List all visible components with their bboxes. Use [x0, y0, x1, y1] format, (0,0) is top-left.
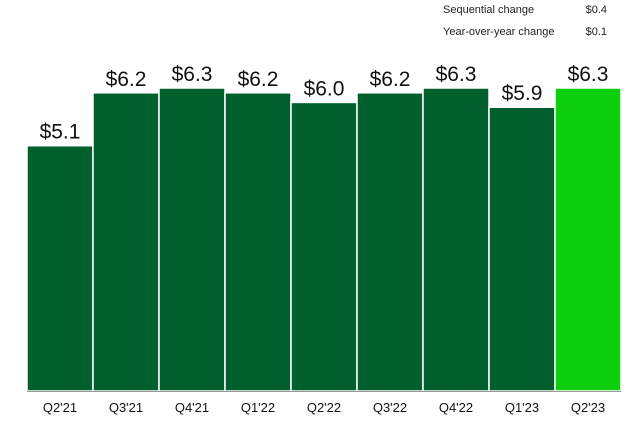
bar-value-label: $6.2 — [106, 68, 147, 91]
bar-value-label: $5.1 — [40, 121, 81, 144]
bar-Q2'21 — [26, 144, 94, 392]
x-tick-label: Q4'22 — [439, 400, 473, 415]
bar-value-label: $5.9 — [502, 82, 543, 105]
bar-Q1'23 — [488, 106, 556, 392]
bars-group — [26, 87, 622, 392]
bar-value-label: $6.3 — [436, 63, 477, 86]
bar-Q3'21 — [92, 92, 160, 392]
bar-value-label: $6.3 — [172, 63, 213, 86]
x-tick-label: Q3'21 — [109, 400, 143, 415]
bar-Q3'22 — [356, 92, 424, 392]
bar-value-label: $6.2 — [238, 68, 279, 91]
bar-Q4'21 — [158, 87, 226, 392]
value-labels-group: $5.1 $6.2 $6.3 $6.2 $6.0 $6.2 $6.3 $5.9 $6.3 — [40, 63, 609, 144]
bar-value-label: $6.0 — [304, 77, 345, 100]
x-tick-label: Q2'23 — [571, 400, 605, 415]
bar-value-label: $6.2 — [370, 68, 411, 91]
change-summary: Sequential change $0.4 Year-over-year ch… — [443, 4, 607, 38]
x-tick-labels-group: Q2'21 Q3'21 Q4'21 Q1'22 Q2'22 Q3'22 Q4'22 Q1'23… — [43, 400, 605, 415]
yoy-change-label: Year-over-year change — [443, 26, 555, 38]
x-tick-label: Q1'22 — [241, 400, 275, 415]
bar-value-label: $6.3 — [568, 63, 609, 86]
bar-Q2'22 — [290, 101, 358, 392]
x-tick-label: Q2'21 — [43, 400, 77, 415]
x-tick-label: Q2'22 — [307, 400, 341, 415]
yoy-change-value: $0.1 — [586, 26, 607, 38]
bar-Q4'22 — [422, 87, 490, 392]
x-tick-label: Q1'23 — [505, 400, 539, 415]
x-tick-label: Q3'22 — [373, 400, 407, 415]
bar-Q1'22 — [224, 92, 292, 392]
bar-Q2'23 — [554, 87, 622, 392]
sequential-change-value: $0.4 — [586, 4, 607, 16]
x-tick-label: Q4'21 — [175, 400, 209, 415]
sequential-change-label: Sequential change — [443, 4, 534, 16]
